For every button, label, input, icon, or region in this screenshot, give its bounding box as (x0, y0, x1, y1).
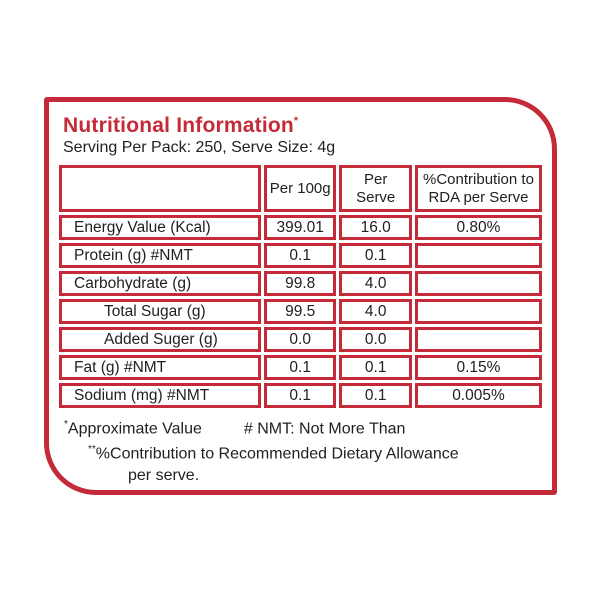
row-rda (414, 243, 542, 268)
row-rda (414, 271, 542, 296)
table-header-row: Per 100g Per Serve %Contribution to RDA … (59, 165, 542, 212)
row-per-serve: 0.1 (339, 243, 412, 268)
row-per-serve: 4.0 (339, 299, 412, 324)
footnote-rda-continued: per serve. (128, 466, 200, 484)
row-label: Protein (g) #NMT (59, 243, 261, 268)
table-row: Added Suger (g) 0.0 0.0 (59, 327, 542, 352)
row-per-100g: 0.0 (263, 327, 337, 352)
row-label: Sodium (mg) #NMT (59, 383, 261, 408)
serving-info: Serving Per Pack: 250, Serve Size: 4g (63, 139, 336, 156)
row-per-serve: 0.1 (339, 355, 412, 380)
rda-asterisks: ** (88, 443, 96, 455)
row-per-100g: 0.1 (263, 355, 337, 380)
table-row: Carbohydrate (g) 99.8 4.0 (59, 271, 542, 296)
row-label: Added Suger (g) (59, 327, 261, 352)
approx-asterisk: * (64, 419, 68, 430)
row-rda (414, 327, 542, 352)
footnotes: *Approximate Value # NMT: Not More Than *… (64, 418, 545, 486)
row-label: Carbohydrate (g) (59, 271, 261, 296)
table-row: Energy Value (Kcal) 399.01 16.0 0.80% (59, 215, 542, 240)
header-per-serve: Per Serve (339, 165, 412, 212)
title-asterisk: * (293, 115, 299, 127)
header-rda-contribution: %Contribution to RDA per Serve (414, 165, 542, 212)
row-per-serve: 4.0 (339, 271, 412, 296)
page-title: Nutritional Information* (63, 114, 545, 138)
nutrition-table: Per 100g Per Serve %Contribution to RDA … (56, 162, 545, 411)
row-rda: 0.15% (414, 355, 542, 380)
row-per-100g: 0.1 (263, 383, 337, 408)
nutrition-label-card: Nutritional Information* Serving Per Pac… (44, 97, 557, 495)
row-label: Energy Value (Kcal) (59, 215, 261, 240)
row-label: Total Sugar (g) (59, 299, 261, 324)
row-rda: 0.005% (414, 383, 542, 408)
approx-text: Approximate Value (67, 420, 202, 438)
row-per-serve: 0.1 (339, 383, 412, 408)
row-per-100g: 99.5 (263, 299, 337, 324)
row-per-100g: 399.01 (263, 215, 337, 240)
row-label: Fat (g) #NMT (59, 355, 261, 380)
table-row: Total Sugar (g) 99.5 4.0 (59, 299, 542, 324)
footnote-rda: **%Contribution to Recommended Dietary A… (88, 443, 545, 465)
header-empty-cell (59, 165, 261, 212)
row-rda: 0.80% (414, 215, 542, 240)
row-per-100g: 99.8 (263, 271, 337, 296)
table-row: Fat (g) #NMT 0.1 0.1 0.15% (59, 355, 542, 380)
header-per-100g: Per 100g (263, 165, 337, 212)
table-row: Protein (g) #NMT 0.1 0.1 (59, 243, 542, 268)
footnote-approximate: *Approximate Value # NMT: Not More Than (64, 418, 545, 440)
row-per-serve: 0.0 (339, 327, 412, 352)
rda-text: %Contribution to Recommended Dietary All… (95, 445, 459, 463)
row-rda (414, 299, 542, 324)
nmt-text: # NMT: Not More Than (243, 420, 406, 438)
row-per-100g: 0.1 (263, 243, 337, 268)
page-title-text: Nutritional Information (63, 114, 294, 137)
row-per-serve: 16.0 (339, 215, 412, 240)
table-row: Sodium (mg) #NMT 0.1 0.1 0.005% (59, 383, 542, 408)
